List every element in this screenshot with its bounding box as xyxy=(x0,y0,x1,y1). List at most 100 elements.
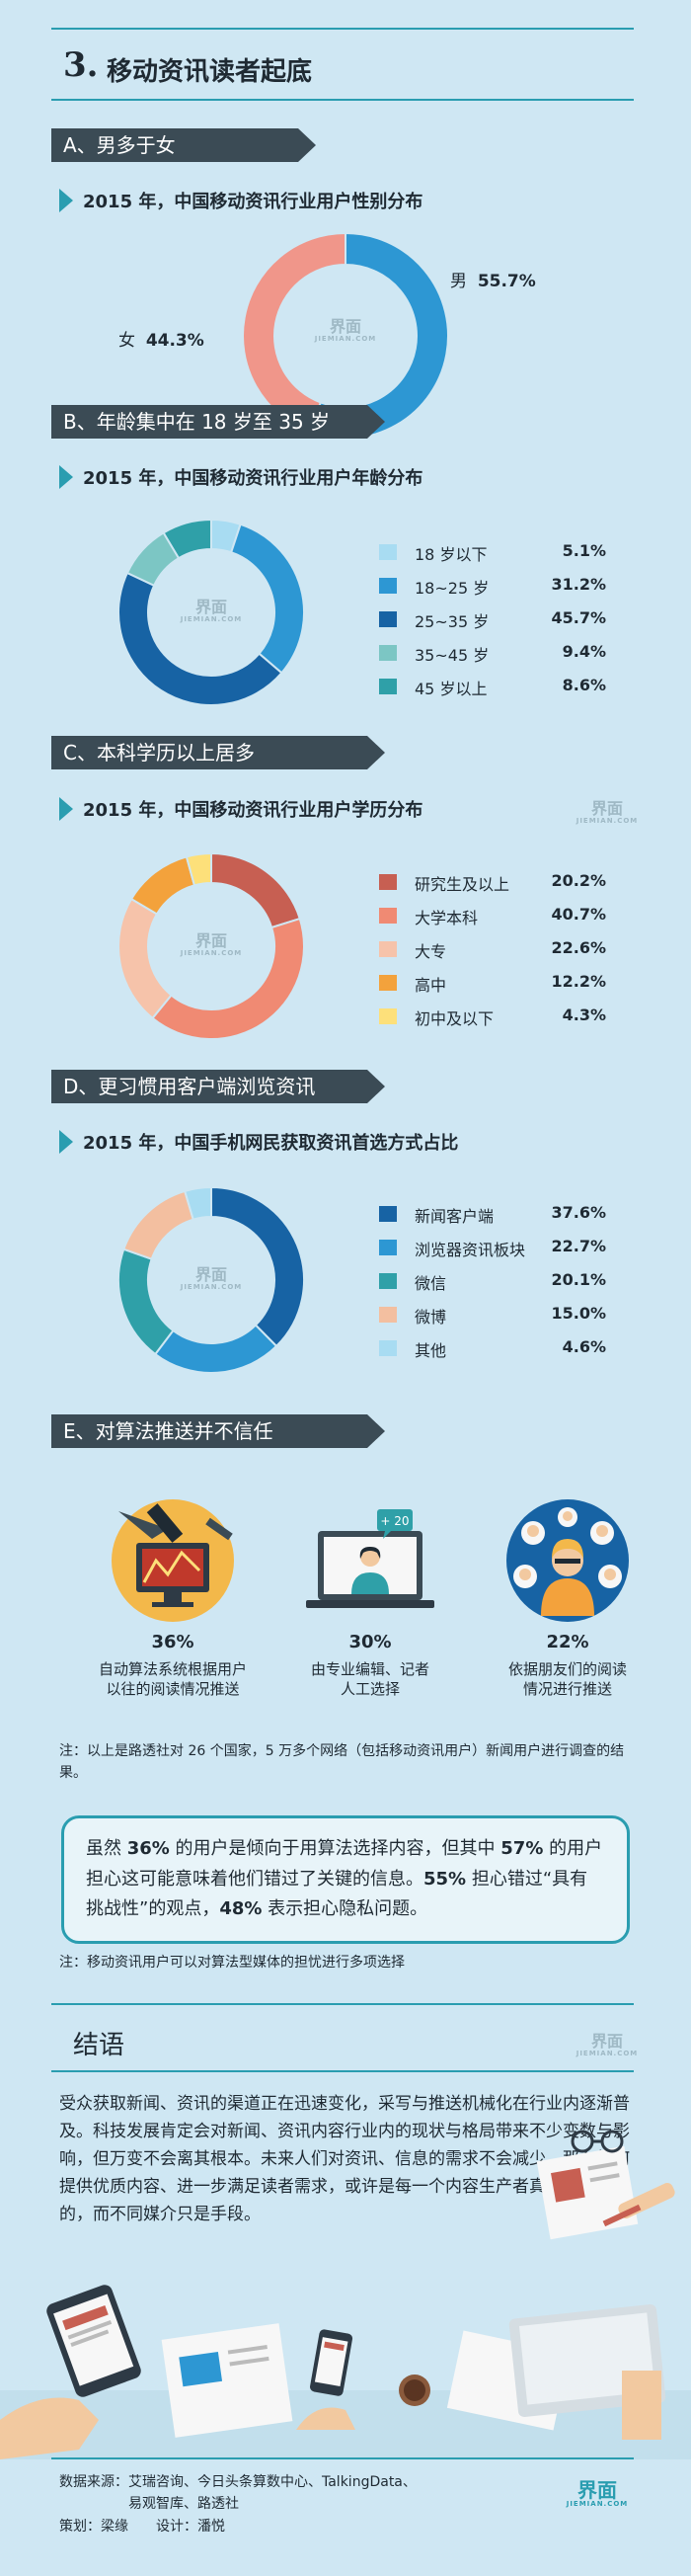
age-donut-chart xyxy=(117,518,305,706)
legend-swatch xyxy=(379,645,397,661)
age-legend: 18 岁以下 5.1% 18~25 岁 31.2% 25~35 岁 45.7% 35~45 … xyxy=(379,535,606,703)
top-rule xyxy=(51,28,634,30)
donut-slice-3 xyxy=(117,571,283,706)
legend-value: 4.3% xyxy=(562,1006,606,1024)
legend-value: 37.6% xyxy=(551,1203,606,1222)
donut-slice-5 xyxy=(183,1185,212,1221)
section-e-tag: E、对算法推送并不信任 xyxy=(51,1414,385,1448)
legend-item: 18~25 岁 31.2% xyxy=(379,569,606,603)
legend-swatch xyxy=(379,611,397,627)
legend-swatch xyxy=(379,1273,397,1289)
chart-monitor-icon xyxy=(112,1499,234,1622)
donut-slice-2 xyxy=(151,917,305,1040)
education-donut-chart xyxy=(117,851,305,1040)
legend-label: 大专 xyxy=(415,942,447,961)
page-title: 移动资讯读者起底 xyxy=(107,57,313,87)
legend-swatch xyxy=(379,544,397,560)
jiemian-logo: 界面 JIEMIAN.COM xyxy=(314,317,377,343)
legend-item: 其他 4.6% xyxy=(379,1331,606,1365)
conclusion-rule-top xyxy=(51,2003,634,2005)
legend-value: 5.1% xyxy=(562,541,606,560)
triangle-icon xyxy=(59,465,73,489)
legend-label: 35~45 岁 xyxy=(415,646,490,665)
legend-value: 20.1% xyxy=(551,1270,606,1289)
jiemian-logo: 界面 JIEMIAN.COM xyxy=(180,931,243,957)
female-label: 女 44.3% xyxy=(118,331,204,351)
title-rule xyxy=(51,99,634,101)
triangle-icon xyxy=(59,1130,73,1154)
legend-swatch xyxy=(379,1340,397,1356)
section-d-subtitle: 2015 年，中国手机网民获取资讯首选方式占比 xyxy=(59,1129,458,1156)
stat-desc-2: 由专业编辑、记者 人工选择 xyxy=(310,1660,429,1699)
legend-swatch xyxy=(379,975,397,991)
channel-legend: 新闻客户端 37.6% 浏览器资讯板块 22.7% 微信 20.1% 微博 15.0% 其他 4.… xyxy=(379,1197,606,1365)
desk-illustration xyxy=(0,2285,691,2459)
legend-item: 35~45 岁 9.4% xyxy=(379,636,606,670)
donut-slice-3 xyxy=(117,897,173,1020)
section-d-tag: D、更习惯用客户端浏览资讯 xyxy=(51,1070,385,1103)
donut-slice-2 xyxy=(153,1324,278,1374)
stat-pct-3: 22% xyxy=(546,1632,589,1652)
section-c-subtitle: 2015 年，中国移动资讯行业用户学历分布 xyxy=(59,796,422,823)
legend-label: 大学本科 xyxy=(415,909,479,927)
legend-item: 微博 15.0% xyxy=(379,1298,606,1331)
legend-swatch xyxy=(379,1307,397,1323)
donut-slice-4 xyxy=(129,855,196,916)
legend-label: 其他 xyxy=(415,1341,447,1360)
friends-network-icon xyxy=(506,1499,629,1622)
legend-label: 25~35 岁 xyxy=(415,612,490,631)
education-legend: 研究生及以上 20.2% 大学本科 40.7% 大专 22.6% 高中 12.2% 初中及以下 4… xyxy=(379,865,606,1033)
legend-value: 22.6% xyxy=(551,938,606,957)
legend-value: 4.6% xyxy=(562,1337,606,1356)
conclusion-body: 受众获取新闻、资讯的渠道正在迅速变化，采写与推送机械化在行业内逐渐普及。科技发展… xyxy=(59,2094,630,2225)
documents-glasses-illustration xyxy=(536,2130,675,2240)
legend-label: 初中及以下 xyxy=(415,1009,495,1028)
section-number: 3. xyxy=(63,45,99,85)
donut-slice-1 xyxy=(210,1185,305,1348)
legend-item: 研究生及以上 20.2% xyxy=(379,865,606,899)
legend-label: 微博 xyxy=(415,1308,447,1327)
legend-item: 45 岁以上 8.6% xyxy=(379,670,606,703)
legend-label: 研究生及以上 xyxy=(415,875,510,894)
donut-slice-3 xyxy=(117,1248,175,1356)
legend-value: 20.2% xyxy=(551,871,606,890)
editor-laptop-icon: + 20 xyxy=(306,1509,434,1608)
section-a-subtitle: 2015 年，中国移动资讯行业用户性别分布 xyxy=(59,188,422,214)
channel-donut-chart xyxy=(117,1185,305,1374)
legend-label: 微信 xyxy=(415,1274,447,1293)
conclusion-rule-bottom xyxy=(51,2070,634,2072)
male-label: 男 55.7% xyxy=(450,272,536,291)
triangle-icon xyxy=(59,189,73,212)
donut-slice-1 xyxy=(210,851,302,929)
legend-value: 40.7% xyxy=(551,905,606,924)
section-c-tag: C、本科学历以上居多 xyxy=(51,736,385,769)
legend-label: 新闻客户端 xyxy=(415,1207,495,1226)
legend-value: 15.0% xyxy=(551,1304,606,1323)
survey-note: 注：以上是路透社对 26 个国家，5 万多个网络（包括移动资讯用户）新闻用户进行… xyxy=(59,1743,625,1782)
data-source: 数据来源：艾瑞咨询、今日头条算数中心、TalkingData、 易观智库、路透社策… xyxy=(59,2474,417,2535)
legend-swatch xyxy=(379,578,397,594)
legend-swatch xyxy=(379,679,397,694)
legend-label: 浏览器资讯板块 xyxy=(415,1241,526,1259)
legend-label: 18~25 岁 xyxy=(415,579,490,598)
donut-slice-5 xyxy=(162,518,212,560)
legend-item: 大专 22.6% xyxy=(379,932,606,966)
legend-item: 25~35 岁 45.7% xyxy=(379,603,606,636)
legend-item: 新闻客户端 37.6% xyxy=(379,1197,606,1231)
legend-value: 8.6% xyxy=(562,676,606,694)
jiemian-logo: 界面 JIEMIAN.COM xyxy=(180,1265,243,1291)
legend-item: 浏览器资讯板块 22.7% xyxy=(379,1231,606,1264)
legend-item: 高中 12.2% xyxy=(379,966,606,1000)
legend-item: 大学本科 40.7% xyxy=(379,899,606,932)
jiemian-logo: 界面 JIEMIAN.COM xyxy=(566,2478,629,2508)
legend-swatch xyxy=(379,908,397,924)
legend-value: 45.7% xyxy=(551,608,606,627)
section-b-tag: B、年龄集中在 18 岁至 35 岁 xyxy=(51,405,385,439)
legend-item: 18 岁以下 5.1% xyxy=(379,535,606,569)
legend-swatch xyxy=(379,1008,397,1024)
legend-value: 9.4% xyxy=(562,642,606,661)
donut-slice-2 xyxy=(242,231,346,434)
stat-desc-3: 依据朋友们的阅读 情况进行推送 xyxy=(507,1660,627,1699)
legend-item: 初中及以下 4.3% xyxy=(379,1000,606,1033)
section-a-tag: A、男多于女 xyxy=(51,128,316,162)
